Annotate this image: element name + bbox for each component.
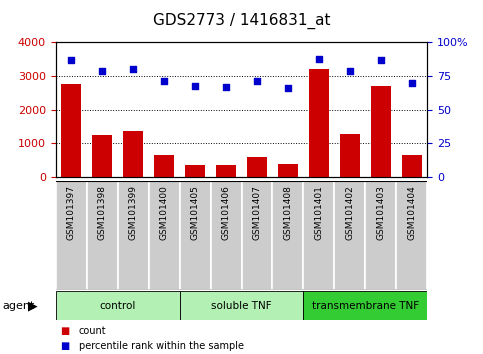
Text: transmembrane TNF: transmembrane TNF: [312, 301, 419, 311]
Bar: [56, 291, 180, 320]
Text: GDS2773 / 1416831_at: GDS2773 / 1416831_at: [153, 12, 330, 29]
Bar: [149, 181, 180, 290]
Bar: [154, 155, 174, 177]
Bar: [92, 135, 112, 177]
Bar: [211, 181, 242, 290]
Bar: [278, 164, 298, 177]
Text: GSM101408: GSM101408: [284, 185, 293, 240]
Text: ▶: ▶: [28, 299, 38, 312]
Bar: [180, 291, 303, 320]
Point: [191, 83, 199, 88]
Bar: [61, 84, 81, 177]
Point: [253, 79, 261, 84]
Bar: [366, 181, 397, 290]
Bar: [247, 157, 267, 177]
Text: GSM101400: GSM101400: [159, 185, 169, 240]
Bar: [216, 165, 236, 177]
Text: count: count: [79, 326, 106, 336]
Text: soluble TNF: soluble TNF: [211, 301, 272, 311]
Bar: [402, 155, 422, 177]
Bar: [303, 181, 334, 290]
Text: GSM101406: GSM101406: [222, 185, 230, 240]
Bar: [371, 86, 391, 177]
Bar: [334, 181, 366, 290]
Point: [222, 84, 230, 90]
Bar: [309, 69, 329, 177]
Text: GSM101398: GSM101398: [98, 185, 107, 240]
Bar: [123, 131, 143, 177]
Text: GSM101399: GSM101399: [128, 185, 138, 240]
Text: control: control: [99, 301, 136, 311]
Point: [67, 57, 75, 63]
Bar: [56, 181, 86, 290]
Text: GSM101401: GSM101401: [314, 185, 324, 240]
Bar: [303, 291, 427, 320]
Bar: [185, 165, 205, 177]
Point: [346, 68, 354, 74]
Point: [160, 79, 168, 84]
Point: [129, 67, 137, 72]
Bar: [86, 181, 117, 290]
Bar: [117, 181, 149, 290]
Text: ■: ■: [60, 341, 70, 351]
Point: [315, 56, 323, 62]
Text: ■: ■: [60, 326, 70, 336]
Bar: [340, 133, 360, 177]
Bar: [180, 181, 211, 290]
Text: GSM101402: GSM101402: [345, 185, 355, 240]
Text: agent: agent: [2, 301, 35, 311]
Text: GSM101404: GSM101404: [408, 185, 416, 240]
Bar: [272, 181, 303, 290]
Point: [284, 85, 292, 91]
Point: [98, 68, 106, 74]
Bar: [397, 181, 427, 290]
Text: GSM101403: GSM101403: [376, 185, 385, 240]
Text: GSM101405: GSM101405: [190, 185, 199, 240]
Point: [377, 57, 385, 63]
Text: percentile rank within the sample: percentile rank within the sample: [79, 341, 244, 351]
Bar: [242, 181, 272, 290]
Point: [408, 80, 416, 86]
Text: GSM101407: GSM101407: [253, 185, 261, 240]
Text: GSM101397: GSM101397: [67, 185, 75, 240]
